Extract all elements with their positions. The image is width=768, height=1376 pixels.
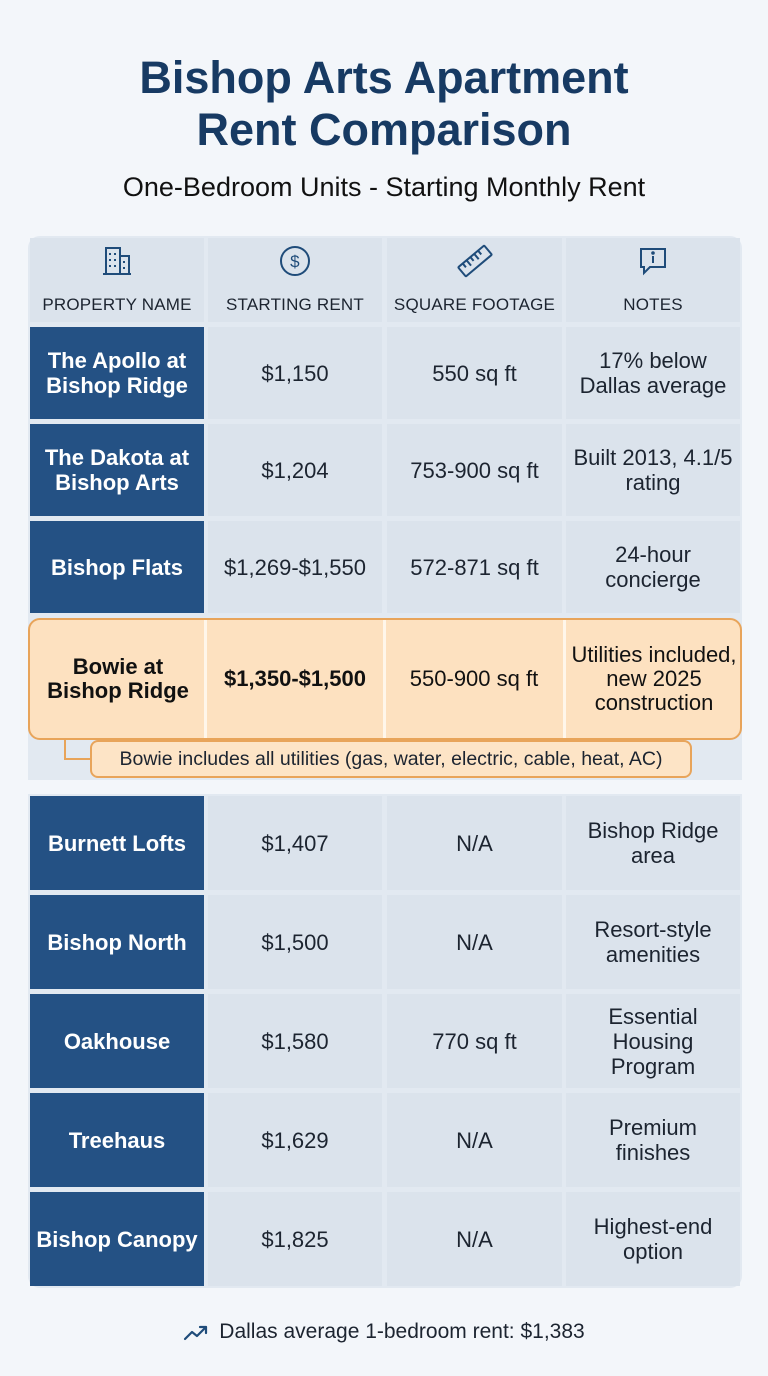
highlighted-row: Bowie at Bishop Ridge $1,350-$1,500 550-…: [28, 618, 742, 740]
starting-rent: $1,269-$1,550: [208, 521, 382, 613]
header-label: NOTES: [623, 294, 683, 314]
notes: Bishop Ridge area: [566, 796, 740, 890]
notes: Highest-end option: [566, 1192, 740, 1286]
table-row: Bishop Flats $1,269-$1,550 572-871 sq ft…: [28, 521, 742, 613]
table-row: Oakhouse $1,580 770 sq ft Essential Hous…: [28, 994, 742, 1088]
table-row: Bishop Canopy $1,825 N/A Highest-end opt…: [28, 1192, 742, 1286]
starting-rent: $1,350-$1,500: [224, 666, 366, 691]
starting-rent: $1,580: [208, 994, 382, 1088]
header-property-name: PROPERTY NAME: [30, 238, 204, 322]
table-row: Burnett Lofts $1,407 N/A Bishop Ridge ar…: [28, 796, 742, 890]
square-footage: 770 sq ft: [387, 994, 562, 1088]
square-footage: N/A: [387, 895, 562, 989]
notes: Utilities included, new 2025 constructio…: [571, 642, 737, 715]
utilities-callout: Bowie includes all utilities (gas, water…: [90, 740, 692, 778]
property-name: The Apollo at Bishop Ridge: [30, 327, 204, 419]
header-label: PROPERTY NAME: [42, 294, 192, 314]
starting-rent: $1,629: [208, 1093, 382, 1187]
property-name: Burnett Lofts: [30, 796, 204, 890]
square-footage: 753-900 sq ft: [387, 424, 562, 516]
page-subtitle: One-Bedroom Units - Starting Monthly Ren…: [122, 172, 646, 202]
table-row: Treehaus $1,629 N/A Premium finishes: [28, 1093, 742, 1187]
ruler-icon: [457, 244, 492, 277]
notes: Resort-style amenities: [566, 895, 740, 989]
notes: 24-hour concierge: [566, 521, 740, 613]
starting-rent: $1,150: [208, 327, 382, 419]
callout-connector: [64, 738, 90, 760]
square-footage: N/A: [387, 1192, 562, 1286]
notes: Built 2013, 4.1/5 rating: [566, 424, 740, 516]
header-label: STARTING RENT: [226, 294, 364, 314]
header-starting-rent: $ STARTING RENT: [208, 238, 382, 322]
trend-up-icon: [184, 1325, 208, 1341]
notes: Premium finishes: [566, 1093, 740, 1187]
property-name: The Dakota at Bishop Arts: [30, 424, 204, 516]
square-footage: N/A: [387, 1093, 562, 1187]
svg-text:$: $: [290, 252, 300, 271]
property-name: Bishop North: [30, 895, 204, 989]
dallas-average-footer: Dallas average 1-bedroom rent: $1,383: [0, 1316, 768, 1348]
notes: 17% below Dallas average: [566, 327, 740, 419]
column-divider: [563, 620, 566, 738]
property-name: Bishop Flats: [30, 521, 204, 613]
info-message-icon: [640, 247, 666, 275]
dollar-circle-icon: $: [280, 245, 310, 276]
header-label: SQUARE FOOTAGE: [393, 294, 556, 314]
notes: Essential Housing Program: [566, 994, 740, 1088]
property-name: Bowie at Bishop Ridge: [47, 654, 189, 703]
property-name: Treehaus: [30, 1093, 204, 1187]
header-notes: NOTES: [566, 238, 740, 322]
table-header-row: PROPERTY NAME $ STARTING RENT SQUARE FOO…: [28, 238, 742, 322]
starting-rent: $1,204: [208, 424, 382, 516]
callout-gap: [28, 780, 742, 794]
header-square-footage: SQUARE FOOTAGE: [387, 238, 562, 322]
square-footage: 550 sq ft: [387, 327, 562, 419]
table-row: Bishop North $1,500 N/A Resort-style ame…: [28, 895, 742, 989]
square-footage: 572-871 sq ft: [387, 521, 562, 613]
page-title: Bishop Arts Apartment Rent Comparison: [0, 52, 768, 156]
footer-text: Dallas average 1-bedroom rent: $1,383: [219, 1320, 585, 1343]
starting-rent: $1,825: [208, 1192, 382, 1286]
title-line-1: Bishop Arts Apartment: [139, 52, 629, 103]
title-line-2: Rent Comparison: [196, 104, 572, 155]
column-divider: [383, 620, 386, 738]
building-icon: [103, 246, 131, 275]
starting-rent: $1,407: [208, 796, 382, 890]
starting-rent: $1,500: [208, 895, 382, 989]
property-name: Oakhouse: [30, 994, 204, 1088]
property-name: Bishop Canopy: [30, 1192, 204, 1286]
table-row: The Dakota at Bishop Arts $1,204 753-900…: [28, 424, 742, 516]
column-divider: [204, 620, 207, 738]
square-footage: N/A: [387, 796, 562, 890]
square-footage: 550-900 sq ft: [409, 666, 539, 691]
table-row: The Apollo at Bishop Ridge $1,150 550 sq…: [28, 327, 742, 419]
